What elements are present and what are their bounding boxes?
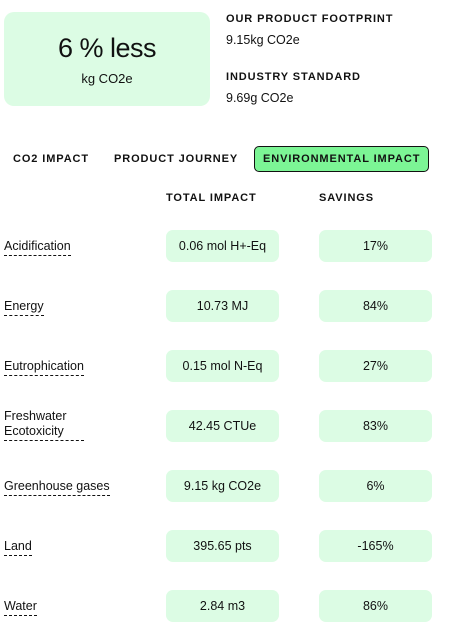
freshwater-ecotoxicity-label[interactable]: Freshwater Ecotoxicity	[4, 409, 84, 441]
savings-unit: kg CO2e	[81, 70, 133, 86]
acidification-label[interactable]: Acidification	[4, 239, 71, 256]
impact-value: 395.65 pts	[166, 530, 279, 562]
water-label[interactable]: Water	[4, 599, 37, 616]
table-row: Eutrophication 0.15 mol N-Eq 27%	[0, 350, 449, 384]
impact-value: 42.45 CTUe	[166, 410, 279, 442]
greenhouse-gases-label[interactable]: Greenhouse gases	[4, 479, 110, 496]
table-row: Energy 10.73 MJ 84%	[0, 290, 449, 324]
savings-value: 17%	[319, 230, 432, 262]
product-footprint: OUR PRODUCT FOOTPRINT 9.15kg CO2e	[226, 13, 393, 47]
table-row: Water 2.84 m3 86%	[0, 590, 449, 624]
row-label[interactable]: Water	[4, 599, 37, 616]
impact-value: 2.84 m3	[166, 590, 279, 622]
tab-environmental-impact[interactable]: ENVIRONMENTAL IMPACT	[254, 146, 430, 172]
column-header-savings: SAVINGS	[319, 192, 374, 204]
row-label[interactable]: Eutrophication	[4, 359, 84, 376]
product-footprint-title: OUR PRODUCT FOOTPRINT	[226, 13, 394, 25]
row-label[interactable]: Land	[4, 539, 32, 556]
land-label[interactable]: Land	[4, 539, 32, 556]
tab-product-journey[interactable]: PRODUCT JOURNEY	[114, 153, 239, 165]
savings-value: -165%	[319, 530, 432, 562]
impact-value: 10.73 MJ	[166, 290, 279, 322]
column-header-total-impact: TOTAL IMPACT	[166, 192, 257, 204]
industry-standard-title: INDUSTRY STANDARD	[226, 71, 361, 83]
table-row: Freshwater Ecotoxicity 42.45 CTUe 83%	[0, 409, 449, 444]
row-label[interactable]: Freshwater Ecotoxicity	[4, 409, 84, 441]
impact-value: 0.06 mol H+-Eq	[166, 230, 279, 262]
savings-value: 86%	[319, 590, 432, 622]
impact-value: 0.15 mol N-Eq	[166, 350, 279, 382]
energy-label[interactable]: Energy	[4, 299, 44, 316]
savings-value: 6%	[319, 470, 432, 502]
savings-summary-card: 6 % less kg CO2e	[4, 12, 210, 106]
eutrophication-label[interactable]: Eutrophication	[4, 359, 84, 376]
impact-tabs: CO2 IMPACT PRODUCT JOURNEY ENVIRONMENTAL…	[0, 146, 449, 172]
table-row: Land 395.65 pts -165%	[0, 530, 449, 564]
savings-value: 84%	[319, 290, 432, 322]
product-footprint-value: 9.15kg CO2e	[226, 33, 300, 47]
table-row: Greenhouse gases 9.15 kg CO2e 6%	[0, 470, 449, 504]
industry-standard: INDUSTRY STANDARD 9.69g CO2e	[226, 71, 361, 105]
savings-value: 27%	[319, 350, 432, 382]
impact-value: 9.15 kg CO2e	[166, 470, 279, 502]
row-label[interactable]: Acidification	[4, 239, 71, 256]
savings-headline: 6 % less	[57, 32, 157, 63]
table-row: Acidification 0.06 mol H+-Eq 17%	[0, 230, 449, 264]
savings-value: 83%	[319, 410, 432, 442]
row-label[interactable]: Energy	[4, 299, 44, 316]
tab-co2-impact[interactable]: CO2 IMPACT	[13, 153, 90, 165]
industry-standard-value: 9.69g CO2e	[226, 91, 294, 105]
row-label[interactable]: Greenhouse gases	[4, 479, 110, 496]
